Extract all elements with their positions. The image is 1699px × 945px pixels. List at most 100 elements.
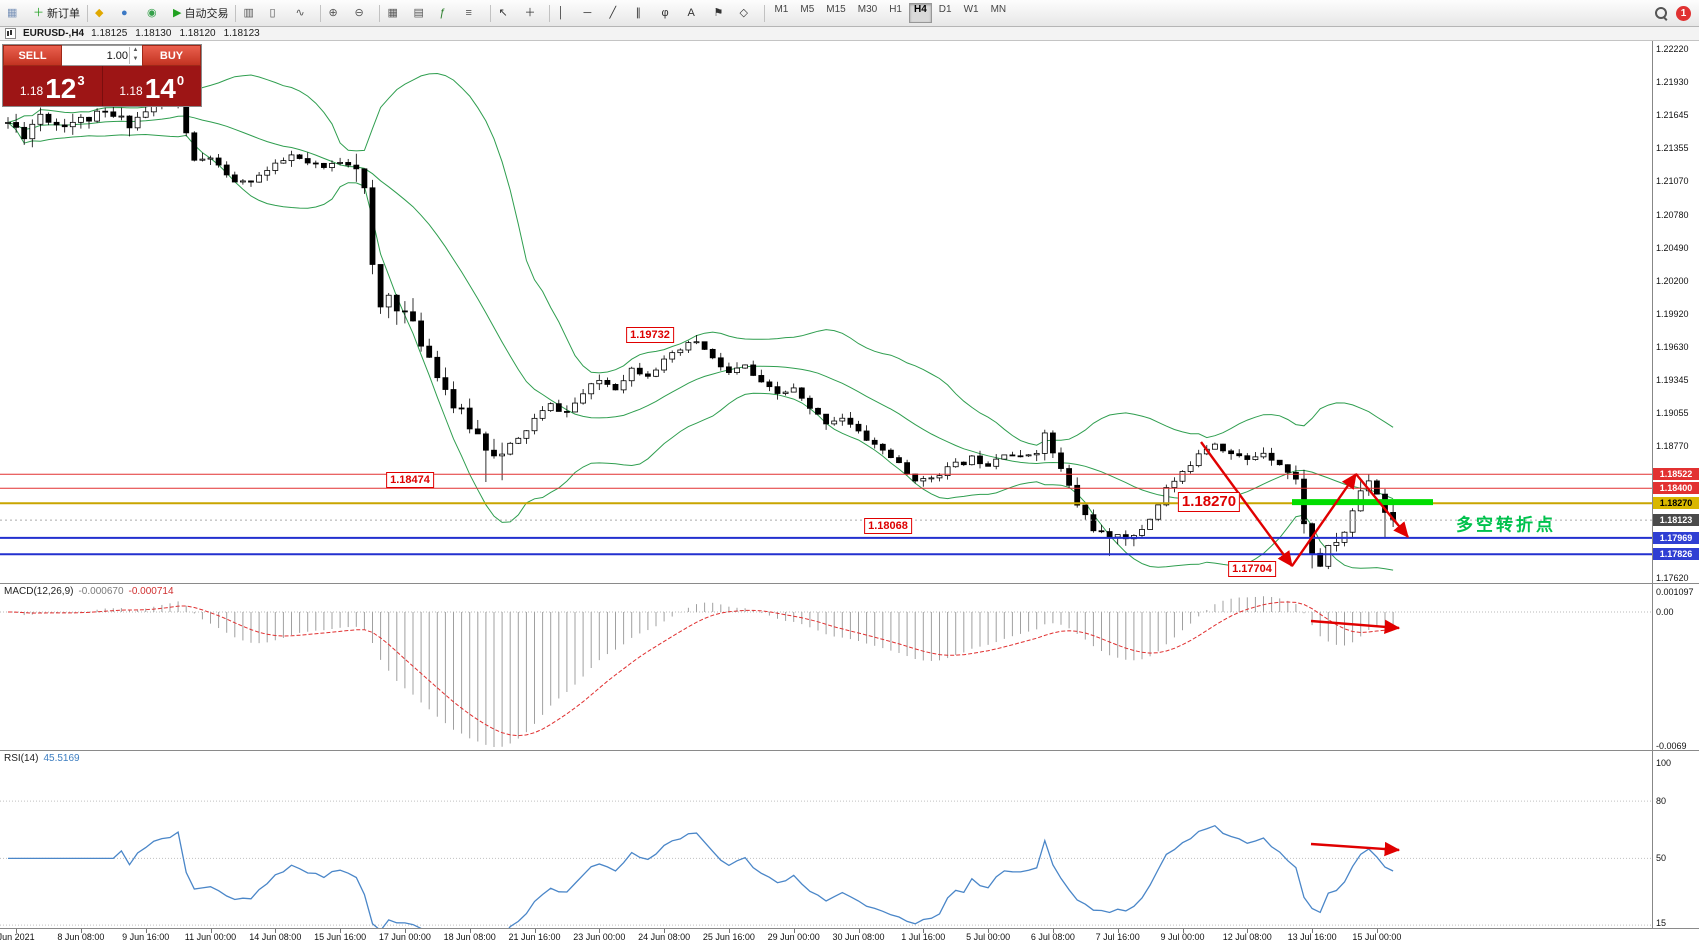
indicators-icon: ƒ [439, 6, 446, 19]
timeframe-h4[interactable]: H4 [908, 3, 932, 23]
timeframe-w1[interactable]: W1 [963, 4, 979, 15]
timeframe-m15[interactable]: M15 [826, 4, 846, 15]
rsi-panel-divider[interactable] [0, 750, 1699, 751]
sell-button[interactable]: SELL [3, 45, 62, 66]
search-icon[interactable] [1655, 6, 1668, 20]
zoom-out-icon[interactable]: ⊖ [350, 2, 376, 24]
price-tag: 1.18522 [1653, 468, 1699, 481]
time-tick [1182, 929, 1184, 933]
volume-spinner[interactable]: ▲ ▼ [129, 47, 141, 64]
flag-tool-icon[interactable]: ⚑ [709, 2, 735, 24]
chart-window-icon: ▦ [7, 6, 18, 19]
cascade-windows-icon: ▤ [413, 6, 424, 19]
autotrade-button: ▶ [173, 6, 182, 19]
close-value: 1.18123 [223, 27, 260, 39]
time-tick [534, 929, 536, 933]
macd-scale-value: 0.001097 [1656, 587, 1694, 597]
cursor-icon: ↖ [498, 6, 508, 19]
macd-scale-value: -0.0069 [1656, 741, 1687, 751]
sell-price-prefix: 1.18 [19, 84, 44, 98]
fibonacci-icon[interactable]: φ [657, 2, 683, 24]
toolbar-right-group: 1 [1655, 5, 1696, 21]
indicators-icon[interactable]: ƒ [435, 2, 461, 24]
toolbar-separator [235, 4, 237, 22]
macd-panel-divider[interactable] [0, 583, 1699, 584]
buy-button[interactable]: BUY [142, 45, 201, 66]
new-order-button[interactable]: ＋新订单 [29, 2, 84, 24]
timeframe-m1[interactable]: M1 [774, 4, 789, 15]
timeframe-m30[interactable]: M30 [857, 4, 878, 15]
spinner-down-icon[interactable]: ▼ [132, 55, 139, 62]
volume-input[interactable]: 1.00 ▲ ▼ [62, 45, 142, 66]
timeframe-m5[interactable]: M5 [800, 4, 815, 15]
market-watch-icon[interactable]: ● [117, 2, 143, 24]
channel-icon[interactable]: ∥ [631, 2, 657, 24]
price-label-annotation[interactable]: 1.18474 [386, 472, 434, 488]
time-tick [275, 929, 277, 933]
tile-windows-icon[interactable]: ▦ [383, 2, 409, 24]
autotrade-button[interactable]: ▶ 自动交易 [169, 2, 232, 24]
bar-chart-type-icon[interactable]: ▥ [239, 2, 265, 24]
scale-value: 1.22220 [1656, 44, 1689, 54]
candlestick-type-icon[interactable]: ▯ [265, 2, 291, 24]
rsi-scale-value: 15 [1656, 918, 1667, 928]
time-tick [16, 929, 18, 933]
time-axis[interactable]: Jun 2021 8 Jun 08:00 9 Jun 16:00 11 Jun 00:… [0, 929, 1699, 945]
time-label: 30 Jun 08:00 [832, 932, 885, 942]
notification-badge[interactable]: 1 [1676, 5, 1691, 21]
channel-icon: ∥ [635, 6, 641, 19]
chart-title-bar: EURUSD-,H4 1.18125 1.18130 1.18120 1.181… [0, 26, 1699, 41]
text-tool-icon[interactable]: A [683, 2, 709, 24]
bar-chart-type-icon: ▥ [243, 6, 254, 19]
time-label: 25 Jun 16:00 [702, 932, 755, 942]
scale-value: 1.21070 [1656, 176, 1689, 187]
time-tick [404, 929, 406, 933]
ohlc-readout: 1.18125 1.18130 1.18120 1.18123 [91, 28, 260, 39]
timeframe-mn[interactable]: MN [990, 4, 1007, 15]
price-label-annotation[interactable]: 1.18068 [864, 518, 912, 534]
timeframe-h1[interactable]: H1 [889, 4, 902, 15]
timeframe-d1[interactable]: D1 [938, 4, 952, 15]
horizontal-line-icon[interactable]: ─ [579, 2, 605, 24]
time-tick [923, 929, 925, 933]
vertical-line-icon[interactable]: │ [553, 2, 579, 24]
toolbar-separator [379, 4, 381, 22]
shapes-tool-icon[interactable]: ◇ [735, 2, 761, 24]
community-icon[interactable]: ◉ [143, 2, 169, 24]
time-tick [664, 929, 666, 933]
zoom-out-icon: ⊖ [354, 6, 364, 19]
new-order-button-label: 新订单 [47, 8, 80, 20]
crosshair-icon[interactable]: ＋ [520, 2, 546, 24]
chart-window-icon[interactable]: ▦ [3, 2, 29, 24]
cascade-windows-icon[interactable]: ▤ [409, 2, 435, 24]
spinner-up-icon[interactable]: ▲ [132, 47, 139, 53]
rsi-value: 45.5169 [43, 753, 80, 764]
toolbar-separator [87, 4, 88, 22]
buy-price-display: 1.18 14 0 [101, 66, 202, 106]
zoom-in-icon[interactable]: ⊕ [324, 2, 350, 24]
price-label-annotation[interactable]: 1.19732 [626, 327, 674, 343]
mql-wizard-icon[interactable]: ◆ [91, 2, 117, 24]
line-chart-type-icon[interactable]: ∿ [291, 2, 317, 24]
autotrade-button-label: 自动交易 [184, 8, 229, 20]
turning-point-note[interactable]: 多空转折点 [1456, 515, 1556, 535]
toolbar-separator [549, 4, 551, 22]
time-label: 9 Jun 16:00 [122, 932, 170, 942]
cursor-icon[interactable]: ↖ [494, 2, 520, 24]
price-tag: 1.18270 [1653, 497, 1699, 510]
time-label: 7 Jul 16:00 [1095, 932, 1140, 942]
horizontal-line-icon: ─ [583, 6, 592, 19]
trendline-icon[interactable]: ╱ [605, 2, 631, 24]
time-label: 15 Jun 16:00 [314, 932, 367, 942]
main-chart-plot [0, 72, 1652, 571]
indicator-list-icon[interactable]: ≡ [461, 2, 487, 24]
rsi-scale-value: 50 [1656, 853, 1667, 863]
time-label: Jun 2021 [0, 932, 35, 942]
price-scale[interactable]: 1.22220 1.21930 1.21645 1.21355 1.21070 1.207… [1652, 40, 1699, 945]
macd-scale-value: 0.00 [1656, 607, 1674, 617]
price-label-annotation[interactable]: 1.18270 [1177, 492, 1241, 512]
toolbar-separator [764, 4, 766, 22]
price-label-annotation[interactable]: 1.17704 [1228, 561, 1276, 577]
